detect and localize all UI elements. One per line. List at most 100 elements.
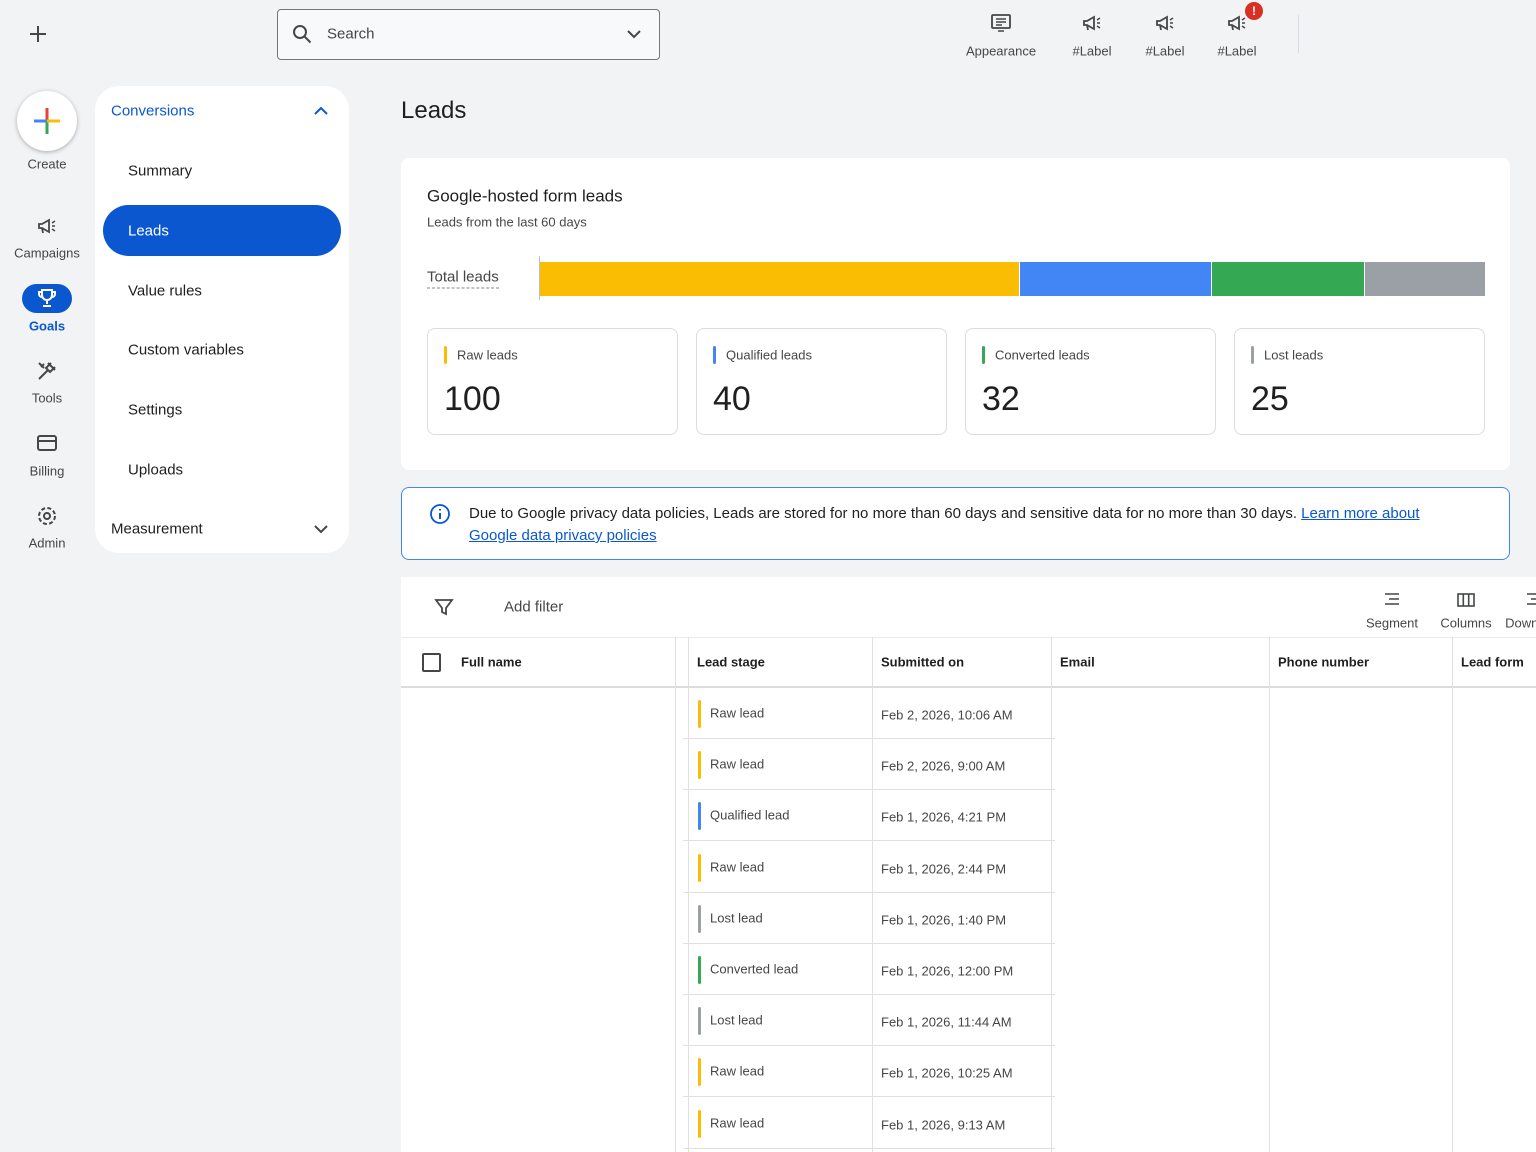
sidebar-item[interactable]: Uploads [128,461,184,479]
lead-stage: Converted lead [710,961,799,977]
column-header[interactable]: Full name [461,654,522,670]
toolbar-icon [1083,15,1101,31]
notice-text: Due to Google privacy data policies, Lea… [469,503,1469,547]
stage-color [698,751,701,780]
row-border [683,738,1055,739]
search-dropdown [627,30,641,39]
bar-segment [1019,262,1211,296]
lead-stage: Qualified lead [710,807,790,823]
row-border [683,789,1055,791]
column-divider [1452,637,1453,1152]
stat-label: Raw leads [457,347,518,363]
bar-segment [1211,262,1365,296]
table-action-icon [1385,593,1399,605]
column-header[interactable]: Lead stage [697,654,765,670]
stage-color [698,1109,701,1138]
stat-label: Converted leads [995,347,1090,363]
leads-table: Add filter Segment Columns Download Full nam… [401,577,1536,1152]
nav-label[interactable]: Billing [29,463,65,479]
bar-axis [539,256,540,300]
stage-color [698,904,701,933]
stat-card: Lost leads 25 [1234,328,1485,435]
nav-label[interactable]: Campaigns [14,245,80,261]
sidebar-item[interactable]: Custom variables [128,341,244,359]
card-subtitle: Leads from the last 60 days [427,214,587,230]
nav-label[interactable]: Goals [28,318,66,334]
divider [1298,15,1299,53]
sidebar-item[interactable]: Settings [128,401,183,419]
stat-card: Raw leads 100 [427,328,678,435]
lead-stage: Raw lead [710,859,765,875]
column-header[interactable]: Phone number [1278,654,1370,670]
submitted-on: Feb 1, 2026, 10:25 AM [881,1065,1013,1081]
row-border [683,1096,1055,1098]
stat-label: Lost leads [1264,347,1324,363]
sidebar-section[interactable]: Measurement [111,520,203,538]
toolbar-label[interactable]: #Label [1072,43,1112,59]
create-label[interactable]: Create [27,156,67,172]
add-filter[interactable]: Add filter [504,598,564,616]
column-header[interactable]: Submitted on [881,654,965,670]
stat-card: Qualified leads 40 [696,328,947,435]
collapse-icon [314,106,328,115]
card-title: Google-hosted form leads [427,186,623,206]
toolbar-label[interactable]: Appearance [965,43,1037,59]
nav-label[interactable]: Admin [28,535,66,551]
sidebar-item[interactable]: Summary [128,162,193,180]
summary-card: Google-hosted form leads Leads from the l… [401,158,1510,470]
page-title: Leads [401,97,467,124]
expand-icon [314,525,328,534]
toolbar-label[interactable]: #Label [1145,43,1185,59]
column-divider [1269,637,1270,1152]
sidebar-section[interactable]: Conversions [111,102,195,120]
sidebar-item[interactable]: Leads [128,222,169,240]
sidebar-panel [95,86,349,553]
stat-color [982,346,985,364]
stat-color [713,346,716,364]
search-box[interactable]: Search [277,9,660,60]
stat-value: 32 [982,380,1020,418]
create-button[interactable] [17,91,77,151]
stage-color [698,1007,701,1036]
row-border [683,891,1055,893]
toolbar-icon [1228,15,1246,31]
submitted-on: Feb 1, 2026, 12:00 PM [881,963,1014,979]
stat-color [1251,346,1254,364]
stage-color [698,956,701,984]
column-header[interactable]: Email [1060,654,1095,670]
column-header[interactable]: Lead form [1461,654,1524,670]
row-border [683,1045,1055,1047]
column-divider [688,637,689,1152]
stat-label: Qualified leads [726,347,812,363]
table-action[interactable]: Columns [1440,615,1492,631]
lead-stage: Raw lead [710,1063,765,1079]
select-all[interactable] [422,653,441,672]
table-action-icon [1527,593,1536,605]
toolbar-label[interactable]: #Label [1217,43,1257,59]
bar-segment [540,262,1019,296]
stage-color [698,802,701,831]
row-border [683,942,1055,944]
lead-stage: Raw lead [710,756,765,772]
row-border [683,840,1055,842]
table-action[interactable]: Segment [1365,615,1419,631]
notice-link[interactable]: Learn more about Google data privacy pol… [469,505,1420,544]
row-border [683,994,1055,995]
nav-label[interactable]: Tools [31,390,63,406]
sidebar-item[interactable]: Value rules [128,282,202,300]
search-placeholder: Search [327,25,375,43]
submitted-on: Feb 1, 2026, 2:44 PM [881,861,1007,877]
notification-badge [1245,2,1263,20]
notice-body: Due to Google privacy data policies, Lea… [469,505,1302,522]
lead-stage: Lost lead [710,1012,763,1028]
filter-icon [434,599,454,616]
table-action[interactable]: Download [1505,615,1536,631]
bar-segment [1365,262,1485,296]
stage-color [698,853,701,882]
nav-active-pill [22,284,72,313]
stat-card: Converted leads 32 [965,328,1216,435]
nav-icon [38,218,56,234]
submitted-on: Feb 2, 2026, 9:00 AM [881,758,1006,774]
submitted-on: Feb 1, 2026, 11:44 AM [881,1014,1012,1030]
privacy-notice: Due to Google privacy data policies, Lea… [401,487,1510,560]
